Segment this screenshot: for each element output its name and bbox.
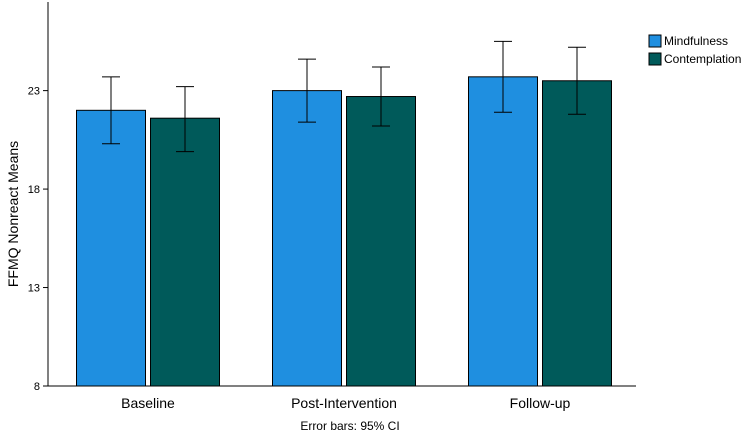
bar-contemplation <box>346 96 416 387</box>
bar-contemplation <box>542 80 612 387</box>
x-tick-label: Post-Intervention <box>291 395 397 411</box>
axis-labels: 8 13 18 23 FFMQ Nonreact Means Baseline Post-I… <box>5 86 571 433</box>
footnote: Error bars: 95% CI <box>300 419 399 433</box>
y-tick-label: 18 <box>28 184 40 196</box>
y-tick-label: 13 <box>28 283 40 295</box>
y-tick-label: 8 <box>34 381 40 393</box>
legend-swatch-mindfulness <box>648 34 662 48</box>
error-bars <box>102 40 586 153</box>
bar-mindfulness <box>76 109 146 387</box>
legend-label-mindfulness: Mindfulness <box>664 34 728 48</box>
y-tick-label: 23 <box>28 86 40 98</box>
legend-swatch-contemplation <box>648 52 662 66</box>
x-tick-label: Follow-up <box>510 395 571 411</box>
bar-mindfulness <box>468 76 538 387</box>
bar-contemplation <box>150 117 220 387</box>
x-tick-label: Baseline <box>121 395 175 411</box>
bars <box>76 76 612 387</box>
y-axis-label: FFMQ Nonreact Means <box>5 141 21 287</box>
legend-label-contemplation: Contemplation <box>664 52 741 66</box>
legend: Mindfulness Contemplation <box>648 34 741 66</box>
bar-mindfulness <box>272 90 342 387</box>
